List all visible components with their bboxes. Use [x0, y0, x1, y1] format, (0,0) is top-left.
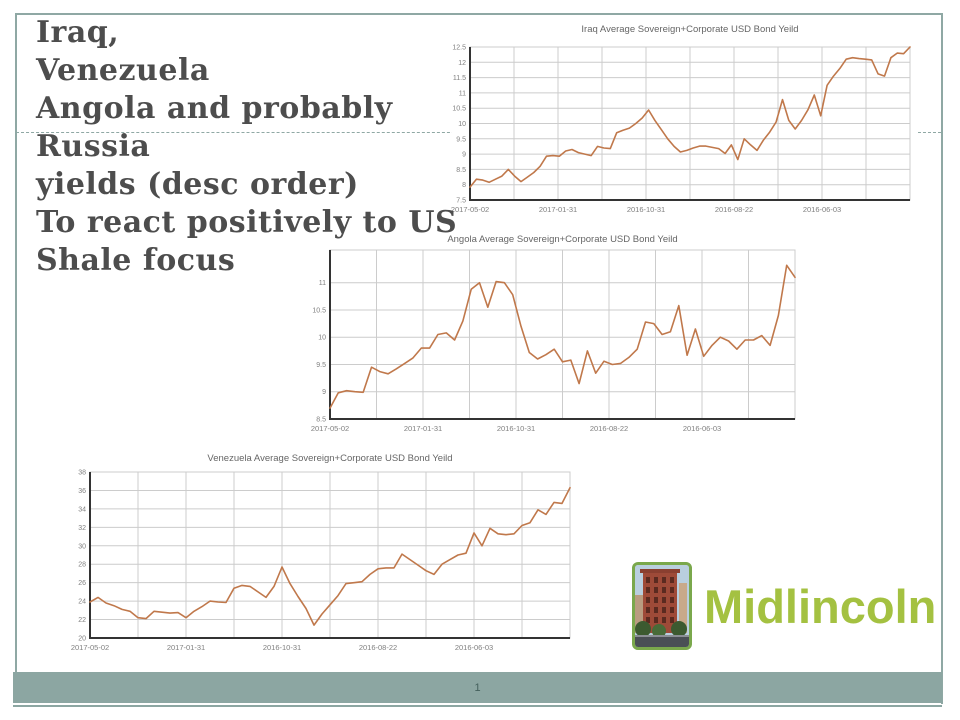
- svg-text:2016-06-03: 2016-06-03: [455, 643, 493, 652]
- svg-text:12: 12: [458, 60, 466, 67]
- svg-text:9: 9: [322, 389, 326, 396]
- svg-text:Iraq Average Sovereign+Corpora: Iraq Average Sovereign+Corporate USD Bon…: [581, 24, 798, 35]
- svg-text:10.5: 10.5: [452, 106, 466, 113]
- svg-text:11.5: 11.5: [453, 75, 466, 82]
- title-line-2: Venezuela: [36, 53, 210, 88]
- svg-text:38: 38: [78, 470, 86, 477]
- title-line-1: Iraq,: [36, 15, 120, 50]
- svg-text:8: 8: [462, 182, 466, 189]
- iraq-chart-canvas: 7.5 8 8.5 9 9.5 10 10.5 11 11.5 12 12.5 2017-05-02 2…: [451, 16, 918, 216]
- svg-text:10: 10: [458, 121, 466, 128]
- svg-text:2017-01-31: 2017-01-31: [404, 424, 442, 433]
- footer-underline: [13, 705, 942, 707]
- svg-text:2016-08-22: 2016-08-22: [590, 424, 628, 433]
- slide-left-border: [15, 13, 17, 673]
- svg-text:2017-01-31: 2017-01-31: [539, 205, 577, 214]
- title-line-4: Russia: [36, 129, 151, 164]
- svg-text:2017-05-02: 2017-05-02: [451, 205, 489, 214]
- svg-text:12.5: 12.5: [452, 45, 466, 52]
- slide-right-border: [941, 13, 943, 704]
- midlincoln-logo: Midlincoln: [632, 560, 936, 652]
- svg-text:30: 30: [78, 543, 86, 550]
- venezuela-chart-canvas: 20 22 24 26 28 30 32 34 36 38 2017-05-02 2017-01-31…: [71, 445, 578, 659]
- svg-text:9: 9: [462, 152, 466, 159]
- title-line-6: To react positively to US: [36, 205, 458, 240]
- svg-text:2017-05-02: 2017-05-02: [71, 643, 109, 652]
- svg-text:9.5: 9.5: [456, 136, 466, 143]
- svg-text:2016-10-31: 2016-10-31: [497, 424, 535, 433]
- angola-chart-canvas: 8.5 9 9.5 10 10.5 11 2017-05-02 2017-01-31 2016-…: [311, 226, 803, 434]
- svg-text:32: 32: [78, 525, 86, 532]
- svg-text:11: 11: [319, 280, 326, 287]
- svg-text:34: 34: [78, 506, 86, 513]
- svg-text:Venezuela Average Sovereign+Co: Venezuela Average Sovereign+Corporate US…: [207, 453, 452, 464]
- svg-text:10.5: 10.5: [312, 307, 326, 314]
- svg-text:2016-10-31: 2016-10-31: [627, 205, 665, 214]
- page-number: 1: [474, 681, 481, 694]
- svg-text:2016-06-03: 2016-06-03: [803, 205, 841, 214]
- slide-top-border: [15, 13, 942, 15]
- svg-text:2017-01-31: 2017-01-31: [167, 643, 205, 652]
- venezuela-bond-yield-chart: 20 22 24 26 28 30 32 34 36 38 2017-05-02 2017-01-31…: [71, 445, 578, 659]
- svg-text:11: 11: [459, 90, 466, 97]
- svg-text:10: 10: [318, 335, 326, 342]
- midlincoln-logo-text: Midlincoln: [704, 579, 937, 633]
- svg-text:2016-10-31: 2016-10-31: [263, 643, 301, 652]
- svg-text:28: 28: [78, 562, 86, 569]
- svg-text:26: 26: [78, 580, 86, 587]
- svg-text:8.5: 8.5: [456, 167, 466, 174]
- title-line-3: Angola and probably: [36, 91, 393, 126]
- svg-text:36: 36: [78, 488, 86, 495]
- svg-text:2016-08-22: 2016-08-22: [359, 643, 397, 652]
- svg-text:8.5: 8.5: [316, 417, 326, 424]
- footer-bar: 1: [13, 672, 942, 703]
- title-line-5: yields (desc order): [36, 167, 359, 202]
- slide-title: Iraq, Venezuela Angola and probably Russ…: [36, 14, 506, 280]
- svg-text:22: 22: [78, 617, 86, 624]
- svg-text:9.5: 9.5: [316, 362, 326, 369]
- angola-bond-yield-chart: 8.5 9 9.5 10 10.5 11 2017-05-02 2017-01-31 2016-…: [311, 226, 803, 434]
- svg-text:2017-05-02: 2017-05-02: [311, 424, 349, 433]
- svg-text:Angola Average Sovereign+Corpo: Angola Average Sovereign+Corporate USD B…: [447, 234, 677, 245]
- svg-text:7.5: 7.5: [456, 198, 466, 205]
- svg-text:2016-08-22: 2016-08-22: [715, 205, 753, 214]
- svg-text:2016-06-03: 2016-06-03: [683, 424, 721, 433]
- title-line-7: Shale focus: [36, 243, 236, 278]
- iraq-bond-yield-chart: 7.5 8 8.5 9 9.5 10 10.5 11 11.5 12 12.5 2017-05-02 2…: [451, 16, 918, 216]
- svg-text:24: 24: [78, 599, 86, 606]
- brick-building-photo-icon: [632, 562, 692, 650]
- svg-text:20: 20: [78, 636, 86, 643]
